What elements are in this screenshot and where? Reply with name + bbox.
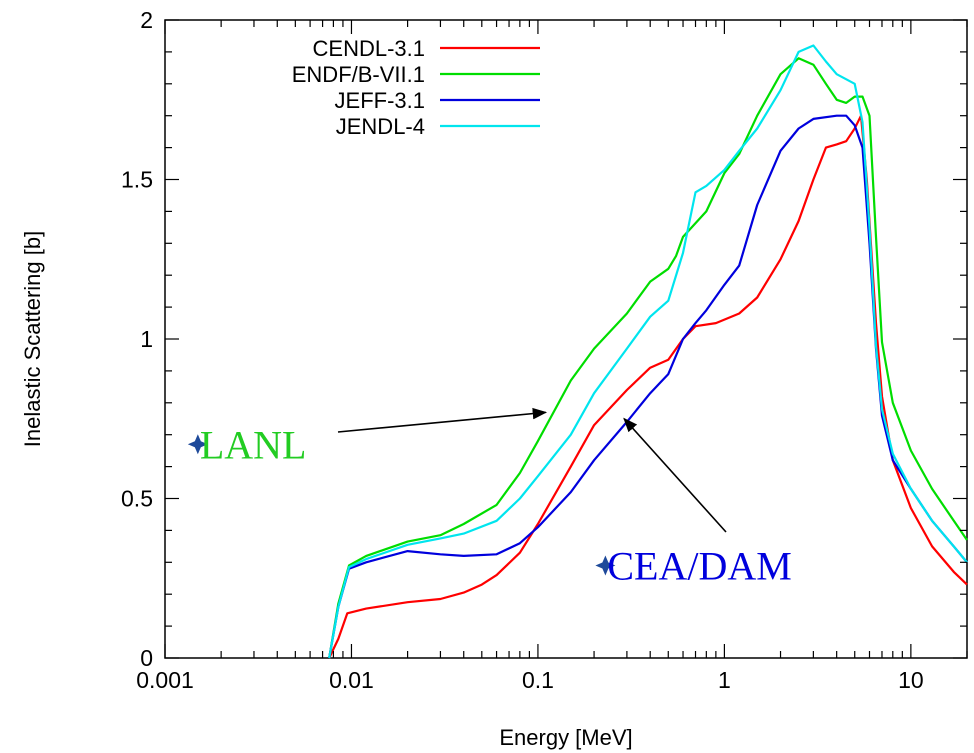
series-line-0 <box>328 114 968 659</box>
series-line-1 <box>328 57 968 659</box>
axis-tick-labels: 0.001 0.01 0.1 1 10 0 0.5 1 1.5 2 <box>121 7 924 693</box>
legend-label-0: CENDL-3.1 <box>313 36 425 61</box>
annotation-marker-1 <box>595 555 616 576</box>
annotation-arrow-0 <box>337 407 548 433</box>
annotation-label-0: LANL <box>200 422 307 467</box>
legend-label-1: ENDF/B-VII.1 <box>292 62 425 87</box>
y-tick-label-2: 1 <box>140 326 153 352</box>
axis-ticks <box>164 19 968 659</box>
x-tick-label-3: 1 <box>718 667 731 693</box>
x-axis-label: Energy [MeV] <box>499 725 632 750</box>
x-tick-label-0: 0.001 <box>136 667 194 693</box>
y-tick-label-3: 1.5 <box>121 167 153 193</box>
annotation-label-1: CEA/DAM <box>607 543 791 588</box>
y-axis-label: Inelastic Scattering [b] <box>20 231 45 447</box>
x-tick-label-1: 0.01 <box>329 667 374 693</box>
x-tick-label-4: 10 <box>898 667 924 693</box>
series-layer <box>328 44 968 659</box>
annotations: LANL CEA/DAM <box>187 407 792 588</box>
y-tick-label-1: 0.5 <box>121 486 153 512</box>
y-tick-label-0: 0 <box>140 645 153 671</box>
legend-label-3: JENDL-4 <box>336 114 425 139</box>
series-line-3 <box>328 44 968 659</box>
annotation-arrow-1 <box>623 417 727 533</box>
annotation-marker-0 <box>187 434 208 455</box>
y-tick-label-4: 2 <box>140 7 153 33</box>
legend-label-2: JEFF-3.1 <box>335 88 425 113</box>
x-tick-label-2: 0.1 <box>522 667 554 693</box>
